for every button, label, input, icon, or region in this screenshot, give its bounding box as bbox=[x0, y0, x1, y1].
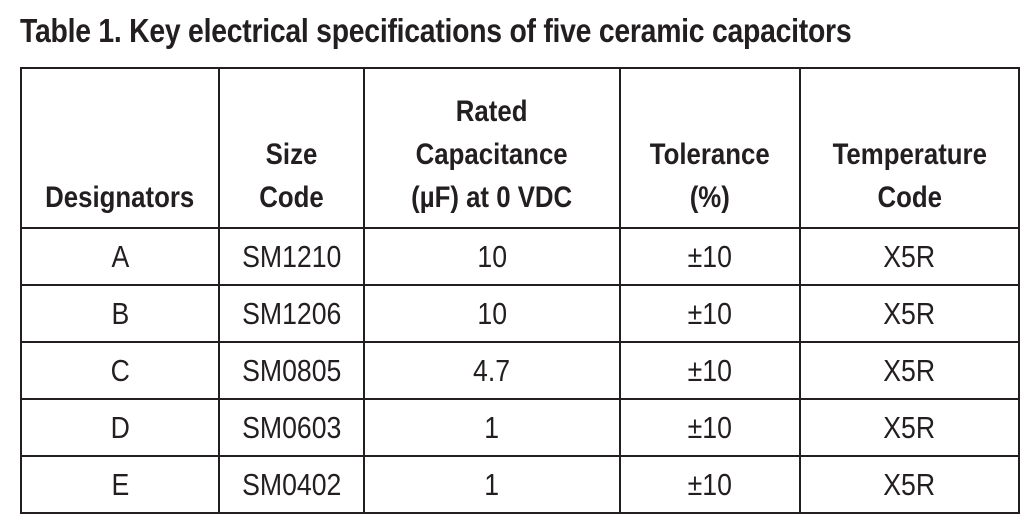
header-row: Designators Size Code Rated Capacitance … bbox=[20, 67, 1020, 229]
cell-temperature-code: X5R bbox=[799, 341, 1020, 400]
cell-size-code: SM0603 bbox=[218, 398, 365, 457]
cell-designator: C bbox=[20, 341, 220, 400]
spec-table: Designators Size Code Rated Capacitance … bbox=[20, 67, 1020, 514]
cell-capacitance: 10 bbox=[363, 284, 621, 343]
cell-capacitance: 1 bbox=[363, 398, 621, 457]
cell-temperature-code: X5R bbox=[799, 398, 1020, 457]
header-designators: Designators bbox=[20, 67, 220, 229]
table-row: D SM0603 1 ±10 X5R bbox=[20, 398, 1020, 457]
cell-size-code: SM0402 bbox=[218, 455, 365, 514]
header-tolerance: Tolerance (%) bbox=[619, 67, 801, 229]
cell-tolerance: ±10 bbox=[619, 455, 801, 514]
cell-temperature-code: X5R bbox=[799, 227, 1020, 286]
cell-designator: B bbox=[20, 284, 220, 343]
table-row: B SM1206 10 ±10 X5R bbox=[20, 284, 1020, 343]
cell-tolerance: ±10 bbox=[619, 341, 801, 400]
header-rated-capacitance: Rated Capacitance (µF) at 0 VDC bbox=[363, 67, 621, 229]
table-row: A SM1210 10 ±10 X5R bbox=[20, 227, 1020, 286]
cell-temperature-code: X5R bbox=[799, 284, 1020, 343]
cell-size-code: SM1206 bbox=[218, 284, 365, 343]
cell-temperature-code: X5R bbox=[799, 455, 1020, 514]
table-title: Table 1. Key electrical specifications o… bbox=[20, 12, 852, 49]
cell-designator: A bbox=[20, 227, 220, 286]
cell-capacitance: 1 bbox=[363, 455, 621, 514]
table-row: C SM0805 4.7 ±10 X5R bbox=[20, 341, 1020, 400]
cell-size-code: SM1210 bbox=[218, 227, 365, 286]
cell-designator: D bbox=[20, 398, 220, 457]
cell-tolerance: ±10 bbox=[619, 227, 801, 286]
cell-tolerance: ±10 bbox=[619, 398, 801, 457]
table-row: E SM0402 1 ±10 X5R bbox=[20, 455, 1020, 514]
cell-tolerance: ±10 bbox=[619, 284, 801, 343]
cell-capacitance: 4.7 bbox=[363, 341, 621, 400]
header-temperature-code: Temperature Code bbox=[799, 67, 1020, 229]
header-size-code: Size Code bbox=[218, 67, 365, 229]
cell-size-code: SM0805 bbox=[218, 341, 365, 400]
cell-designator: E bbox=[20, 455, 220, 514]
cell-capacitance: 10 bbox=[363, 227, 621, 286]
